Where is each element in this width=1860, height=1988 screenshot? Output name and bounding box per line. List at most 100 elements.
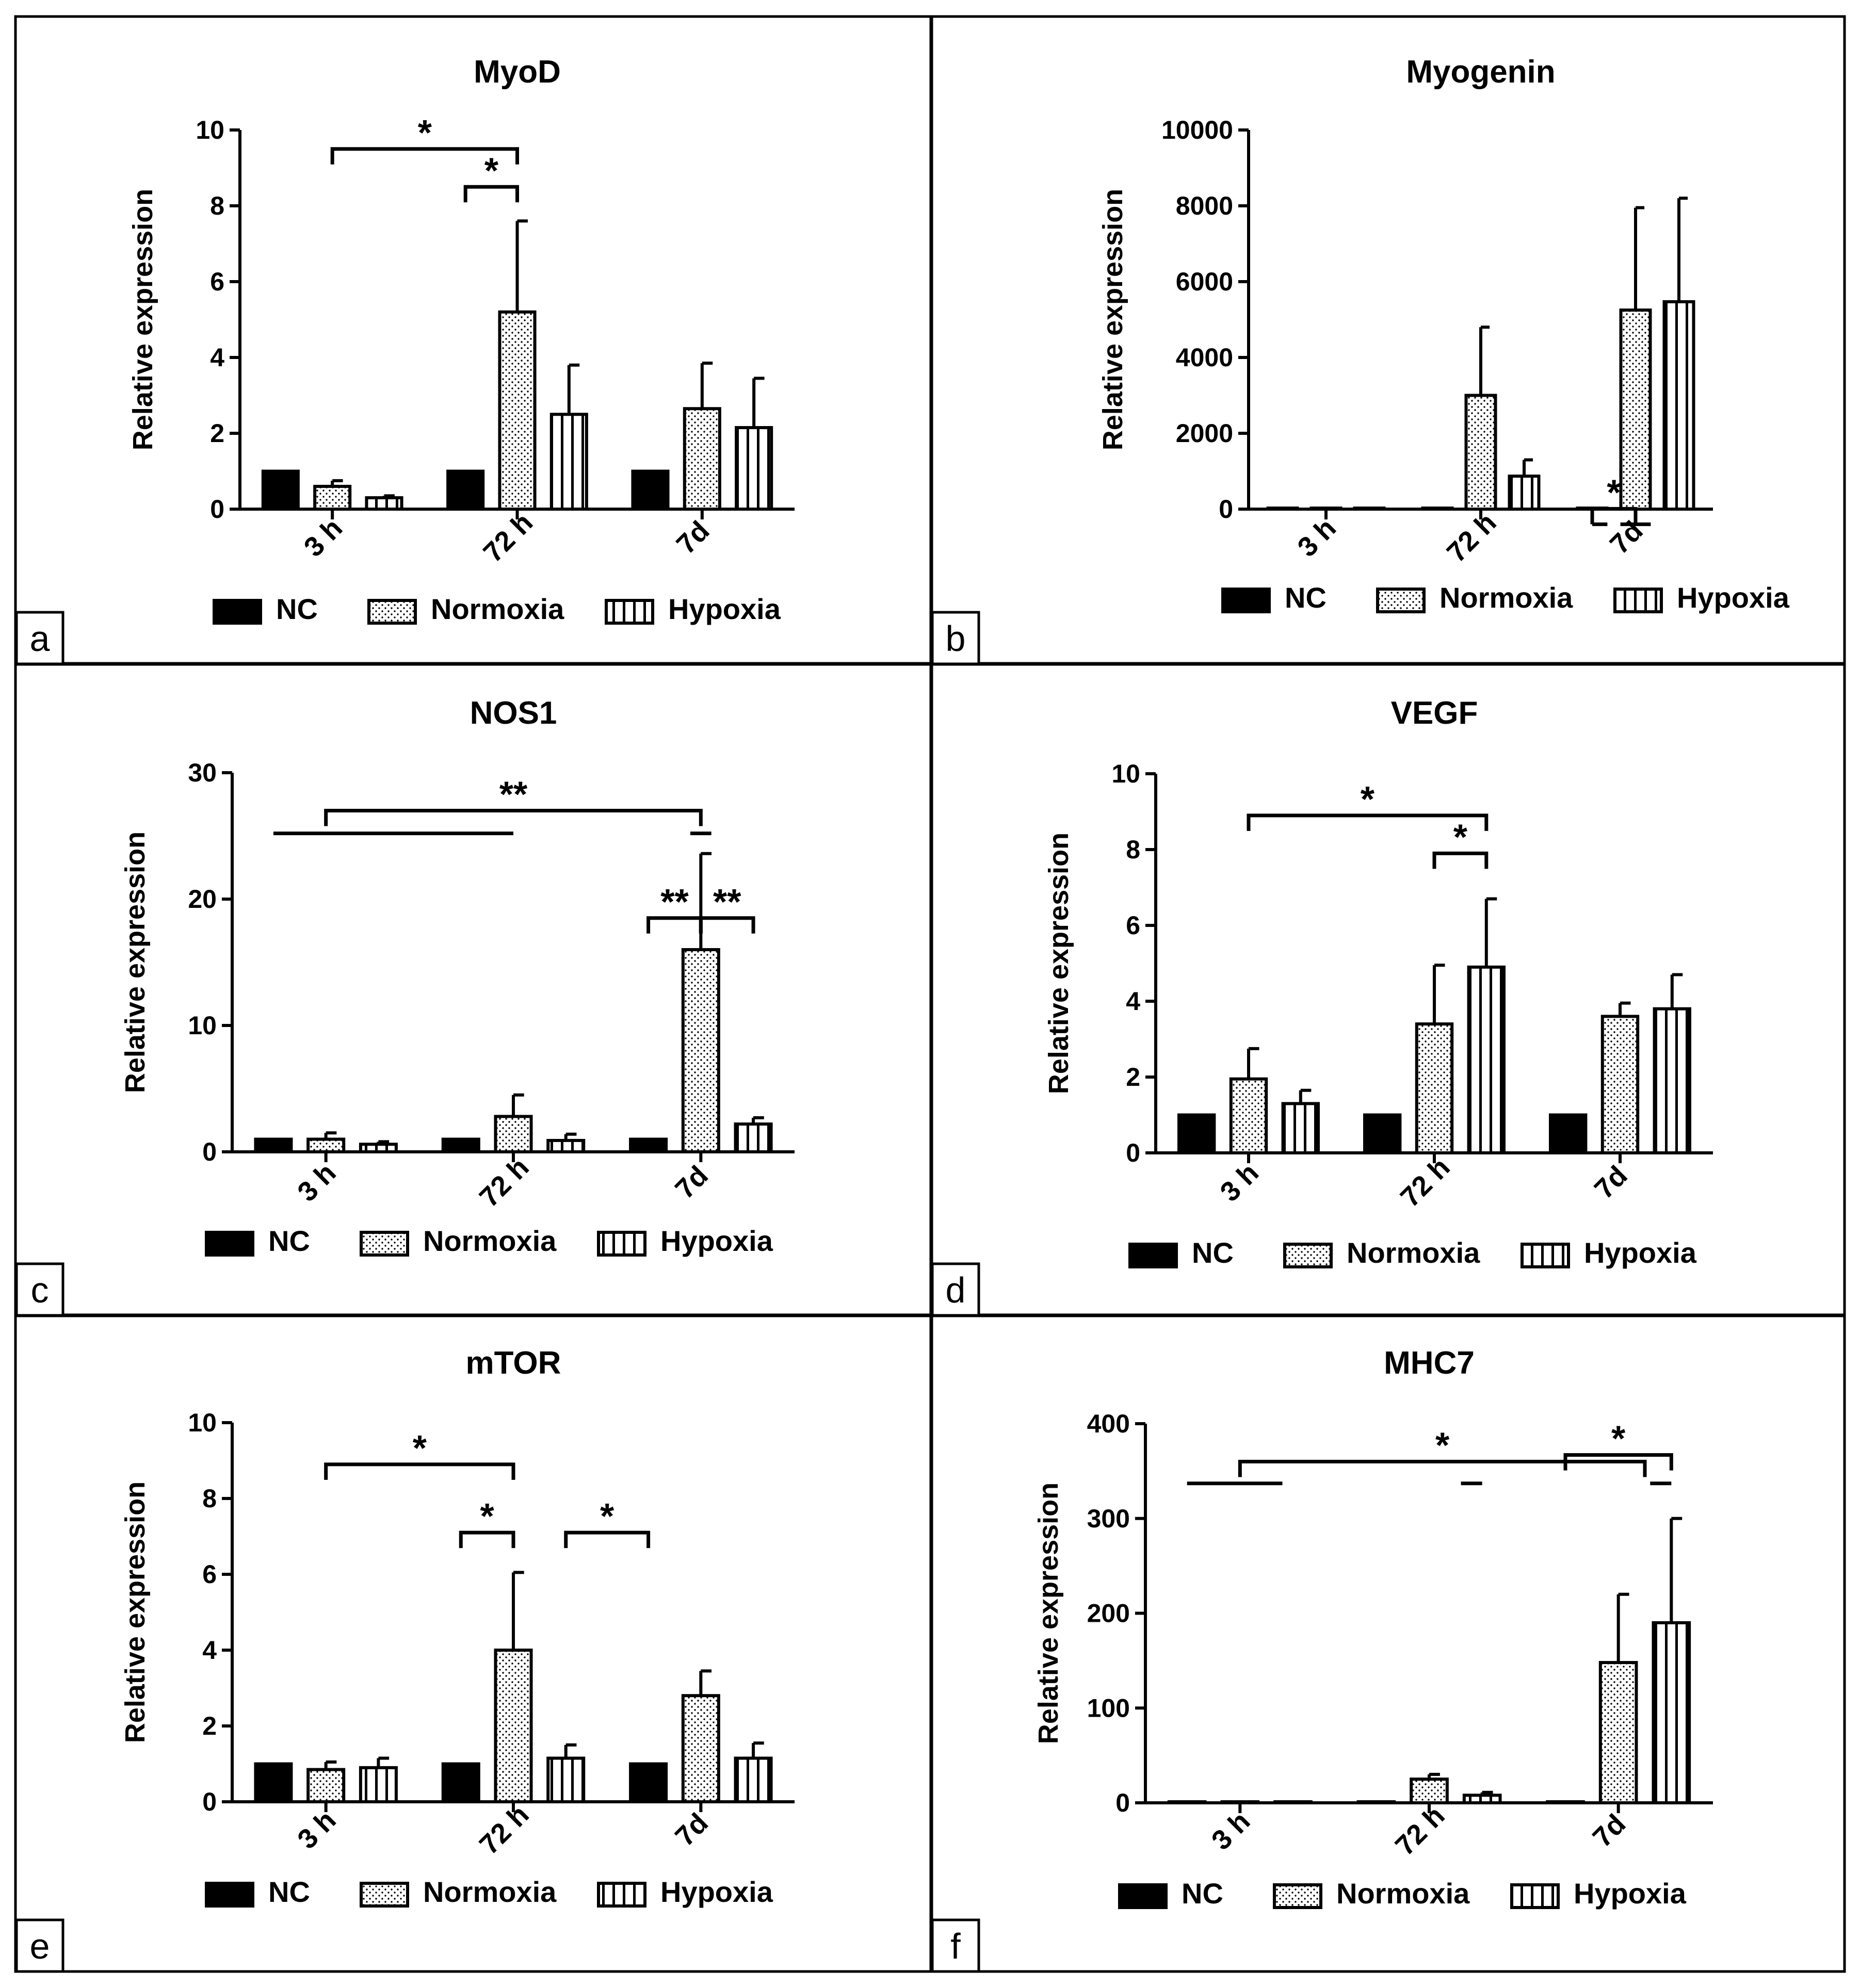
y-tick-label: 6: [210, 267, 224, 296]
bar-hypoxia-2: [1467, 965, 1506, 1154]
bar-hypoxia-3: [1652, 1621, 1691, 1804]
legend-swatch-nc: [213, 599, 262, 625]
bar-normoxia-1: [306, 1137, 346, 1153]
significance-bracket: [1247, 813, 1489, 831]
bar-nc-1: [254, 1762, 293, 1803]
bar-normoxia-3: [681, 1694, 720, 1803]
bar-normoxia-3: [1598, 1661, 1638, 1805]
panel-letter: f: [950, 1926, 961, 1966]
legend-label-hypoxia: Hypoxia: [660, 1876, 773, 1908]
bar-nc-2: [446, 469, 485, 511]
significance-bracket: [324, 809, 703, 826]
y-axis-label: Relative expression: [1043, 833, 1074, 1094]
significance-star: **: [499, 774, 528, 814]
bar-hypoxia-2: [549, 413, 588, 511]
bar-hypoxia-2: [1508, 475, 1541, 511]
y-tick-label: 6000: [1176, 267, 1233, 296]
y-tick-label: 2: [202, 1712, 217, 1740]
bar-hypoxia-1: [359, 1143, 398, 1154]
x-category-label: 3 h: [292, 1804, 342, 1855]
y-tick-label: 6: [202, 1560, 217, 1589]
panel-letter-box: [931, 611, 980, 665]
x-category-label: 3 h: [292, 1157, 342, 1208]
bar-normoxia-3: [1600, 1015, 1640, 1155]
panel-e-mtor: mTOR 0 2 4 6 8 10 Relative expression 3 h 72 h 7d *…: [15, 1345, 795, 1973]
x-category-label: 7d: [669, 1807, 714, 1852]
panel-letter-box: [15, 1918, 64, 1973]
panel-b-myogenin: Myogenin 0 2000 4000 6000 8000 10000 Relative e…: [931, 54, 1790, 665]
legend-label-nc: NC: [1192, 1236, 1234, 1269]
bar-nc-3: [629, 1137, 668, 1153]
significance-bracket: [463, 185, 519, 203]
bar-nc-3: [1546, 1800, 1585, 1804]
y-tick-label: 0: [210, 495, 224, 524]
bar-hypoxia-3: [735, 426, 773, 511]
bar-hypoxia-1: [365, 496, 403, 511]
y-tick-label: 10000: [1161, 116, 1233, 144]
y-tick-label: 2: [1126, 1063, 1140, 1091]
legend-label-normoxia: Normoxia: [431, 593, 564, 625]
legend-label-nc: NC: [276, 593, 318, 625]
bar-hypoxia-3: [734, 1122, 773, 1154]
y-tick-label: 10: [188, 1408, 217, 1437]
legend-swatch-hypoxia: [605, 599, 654, 625]
y-tick-label: 4: [1126, 987, 1140, 1016]
x-category-label: 3 h: [1206, 1805, 1256, 1856]
legend-label-hypoxia: Hypoxia: [1677, 581, 1790, 614]
bar-nc-3: [1549, 1113, 1588, 1154]
y-axis-label: Relative expression: [1097, 189, 1128, 450]
y-tick-label: 2: [210, 419, 224, 448]
y-axis-label: Relative expression: [127, 189, 158, 450]
legend-swatch-nc: [205, 1231, 254, 1257]
y-tick-label: 4: [210, 343, 224, 372]
legend-swatch-normoxia: [1273, 1883, 1322, 1909]
bar-hypoxia-1: [1281, 1102, 1320, 1154]
y-tick-label: 400: [1087, 1409, 1130, 1438]
bar-hypoxia-1: [1353, 507, 1386, 511]
bar-nc-1: [1266, 507, 1299, 511]
bar-normoxia-1: [313, 484, 352, 511]
significance-bracket: [1590, 507, 1638, 525]
panel-letter: c: [31, 1270, 49, 1310]
y-tick-label: 10: [188, 1011, 217, 1040]
legend-swatch-normoxia: [360, 1231, 409, 1257]
x-category-label: 7d: [1604, 515, 1649, 560]
y-axis-label: Relative expression: [120, 1481, 151, 1743]
bar-hypoxia-3: [1653, 1007, 1692, 1154]
significance-star: *: [484, 150, 499, 190]
significance-star: *: [418, 112, 432, 153]
bar-hypoxia-2: [1462, 1794, 1502, 1805]
legend-swatch-normoxia: [1283, 1243, 1333, 1268]
y-tick-label: 200: [1087, 1599, 1130, 1628]
panel-letter-box: [931, 1918, 980, 1973]
significance-star: *: [1453, 817, 1468, 857]
y-tick-label: 10: [1111, 759, 1140, 788]
panel-c-nos1: NOS1 0 10 20 30 Relative expression 3 h 72 h 7d *…: [15, 695, 795, 1317]
y-tick-label: 2000: [1176, 419, 1233, 448]
bar-nc-1: [1177, 1113, 1216, 1154]
y-axis-label: Relative expression: [1033, 1482, 1064, 1744]
significance-star: *: [1607, 472, 1621, 512]
y-tick-label: 300: [1087, 1504, 1130, 1533]
x-category-label: 72 h: [1395, 1152, 1456, 1213]
bar-hypoxia-1: [1273, 1800, 1313, 1804]
significance-star: *: [1435, 1425, 1450, 1465]
bar-normoxia-2: [498, 310, 537, 511]
panel-d-vegf: VEGF 0 2 4 6 8 10 Relative expression 3 h 72 h 7d *…: [931, 695, 1713, 1317]
y-tick-label: 4000: [1176, 343, 1233, 372]
panel-letter-box: [931, 1262, 980, 1317]
bar-nc-2: [441, 1762, 480, 1803]
panel-letter: e: [30, 1926, 50, 1966]
legend-label-normoxia: Normoxia: [423, 1876, 557, 1908]
chart-title: mTOR: [466, 1345, 561, 1381]
legend-swatch-hypoxia: [597, 1231, 646, 1257]
legend-label-hypoxia: Hypoxia: [1584, 1236, 1697, 1269]
legend-swatch-hypoxia: [597, 1882, 646, 1908]
significance-bracket: [1238, 1460, 1647, 1477]
significance-star: *: [480, 1496, 495, 1536]
bar-normoxia-2: [494, 1649, 533, 1803]
y-tick-label: 8: [210, 191, 224, 220]
y-tick-label: 8: [1126, 835, 1140, 864]
panel-f-mhc7: MHC7 0 100 200 300 400 Relative expression 3 h 7…: [931, 1345, 1713, 1973]
